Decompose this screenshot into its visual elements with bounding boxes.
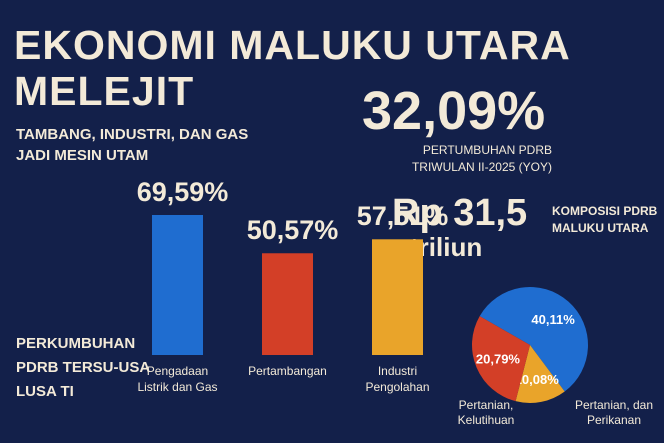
slice-label: 40,11% — [531, 312, 575, 327]
slice-category: Pertanian, dan Perikanan — [574, 398, 654, 427]
bar — [372, 239, 423, 355]
slice-category: Pertanian, Kelutihuan — [457, 398, 515, 427]
growth-label: PERTUMBUHAN PDRB TRIWULAN II-2025 (YOY) — [411, 143, 552, 174]
amount: Rp 31,5 — [392, 192, 528, 234]
pie-slice — [472, 316, 530, 402]
value-label: 69,59% — [136, 177, 229, 207]
bar — [152, 215, 203, 355]
growth-value: 32,09% — [362, 81, 546, 141]
category-label: Industri Pengolahan — [365, 364, 430, 394]
value-label: 57,51% — [356, 201, 449, 232]
slice-label: 20,79% — [476, 352, 521, 367]
pie-title: KOMPOSISI PDRB MALUKU UTARA — [552, 204, 658, 235]
subtitle: TAMBANG, INDUSTRI, DAN GAS JADI MESIN UT… — [16, 126, 249, 164]
bar — [262, 253, 313, 355]
slice-label: 10,08% — [515, 372, 560, 387]
value-label: 50,57% — [246, 215, 339, 246]
bar-label: PERKUMBUHAN PDRB TERSU-USA LUSA TI — [16, 335, 150, 400]
category-label: Pengadaan Listrik dan Gas — [137, 364, 218, 394]
pie-slice — [479, 286, 588, 392]
category-label: Pertambangan — [248, 364, 327, 378]
pie-slice — [515, 345, 565, 403]
title: EKONOMI MALUKU UTARA MELEJIT — [14, 22, 570, 114]
